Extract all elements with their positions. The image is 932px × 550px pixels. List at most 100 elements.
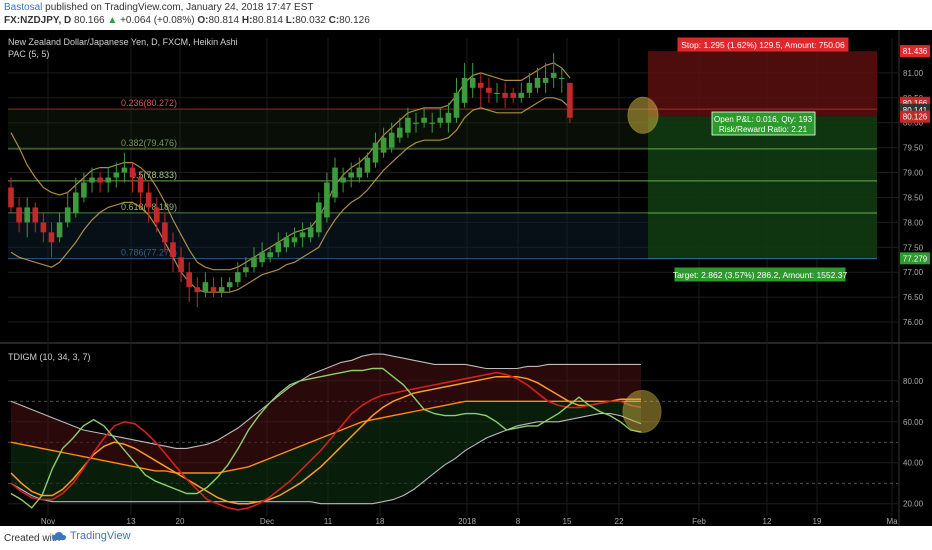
osc-tick-label: 40.00 [903, 459, 924, 468]
candle-body [421, 117, 427, 123]
candle-body [218, 287, 225, 293]
time-tick-label: 8 [516, 517, 521, 526]
candle-body [235, 272, 241, 283]
chart-header: Bastosal published on TradingView.com, J… [0, 0, 932, 30]
candle-body [251, 257, 257, 268]
target-label-box [674, 267, 846, 282]
candle-body [397, 127, 403, 138]
pnl-box-bg [711, 111, 816, 136]
candle-body [445, 112, 452, 123]
candle-body [486, 87, 492, 93]
time-tick-label: 12 [763, 517, 772, 526]
candle-body [56, 222, 63, 238]
osc-upper-band-fill [11, 354, 641, 473]
candle-body [469, 77, 476, 88]
candle-body [8, 187, 14, 208]
osc-upper-band-line [10, 353, 641, 449]
candle-body [405, 117, 411, 133]
created-with-text: Created with [4, 533, 61, 544]
change-value: +0.064 (+0.08%) [120, 15, 195, 26]
stop-label-text: Stop: 1.295 (1.62%) 129.5, Amount: 750.0… [681, 40, 845, 50]
candle-body [137, 177, 144, 193]
pac-lower-line [10, 97, 571, 293]
last-price-tag-text: 80.166 [903, 99, 928, 108]
candle-body [380, 137, 387, 153]
candle-body [64, 207, 71, 223]
candle-body [267, 252, 273, 258]
candle-body [259, 252, 265, 263]
close-label: C: [328, 15, 340, 26]
candle-body [73, 192, 79, 213]
candle-body [105, 177, 111, 183]
candle-body [316, 202, 322, 233]
main-chart-title: New Zealand Dollar/Japanese Yen, D, FXCM… [8, 37, 238, 47]
symbol-label: FX:NZDJPY, D [4, 15, 72, 26]
candle-body [170, 242, 176, 258]
candle-body [162, 222, 168, 243]
candle-body [210, 287, 217, 293]
candle-body [291, 237, 298, 243]
pnl-text: Open P&L: 0.016, Qty: 193 [714, 115, 813, 124]
price-tick-label: 81.00 [903, 69, 924, 78]
mid-price-tag-text: 80.141 [903, 106, 928, 115]
time-tick-label: 11 [324, 517, 333, 526]
price-tick-label: 76.00 [903, 318, 924, 327]
candle-body [518, 92, 525, 98]
candle-body [364, 157, 371, 173]
osc-orange-line [10, 375, 641, 505]
low-value: 80.032 [295, 15, 326, 26]
stop-label: Stop: 1.295 (1.62%) 129.5, Amount: 750.0… [677, 37, 849, 52]
candle-body [275, 242, 282, 253]
osc-tick-label: 60.00 [903, 418, 924, 427]
author-link[interactable]: Bastosal [4, 2, 43, 13]
fib-label: 0.236(80.272) [121, 98, 177, 108]
candle-body [356, 167, 363, 178]
candle-body [388, 132, 395, 148]
high-label: H: [241, 15, 253, 26]
candle-body [372, 142, 379, 163]
time-tick-label: 18 [376, 517, 385, 526]
target-price-tag: 77.279 [900, 252, 930, 265]
candle-body [494, 92, 500, 95]
candle-body [429, 122, 435, 124]
osc-title: TDIGM (10, 34, 3, 7) [8, 352, 91, 362]
osc-mid-line [10, 400, 641, 474]
candle-body [307, 227, 314, 238]
candle-body [81, 182, 87, 198]
osc-red-line [10, 371, 642, 511]
candle-body [145, 192, 152, 208]
time-tick-label: 19 [813, 517, 822, 526]
candle-body [113, 172, 120, 178]
fib-label: 0.382(79.476) [121, 138, 177, 148]
stop-label-box [677, 37, 849, 52]
chart-canvas[interactable]: 81.0080.5080.0079.5079.0078.5078.0077.50… [0, 30, 932, 526]
cloud-icon [52, 532, 66, 540]
tradingview-logo[interactable]: TradingView [52, 530, 131, 542]
price-tick-label: 77.00 [903, 268, 924, 277]
candle-body [32, 207, 39, 223]
tradingview-brand: TradingView [70, 530, 131, 542]
candle-body [478, 82, 484, 88]
candle-body [542, 77, 549, 83]
osc-lower-band-fill [11, 401, 641, 504]
publish-text: published on TradingView.com, January 24… [45, 2, 314, 13]
target-price-tag-text: 77.279 [903, 254, 928, 263]
time-tick-label: Feb [692, 517, 706, 526]
price-tick-label: 79.00 [903, 169, 924, 178]
candle-body [324, 182, 330, 218]
publish-info: Bastosal published on TradingView.com, J… [4, 2, 313, 13]
candle-body [502, 92, 508, 98]
candles [8, 52, 573, 308]
candle-body [97, 177, 103, 183]
footer: Created with TradingView [0, 526, 932, 550]
price-tick-label: 78.50 [903, 193, 924, 202]
time-tick-label: 15 [563, 517, 572, 526]
chart-svg[interactable]: 81.0080.5080.0079.5079.0078.5078.0077.50… [0, 30, 932, 526]
candle-body [243, 267, 249, 273]
candle-body [89, 177, 95, 183]
candle-body [437, 117, 444, 123]
time-tick-label: Nov [41, 517, 55, 526]
candle-body [332, 167, 338, 198]
stop-price-tag-text: 81.436 [903, 47, 928, 56]
